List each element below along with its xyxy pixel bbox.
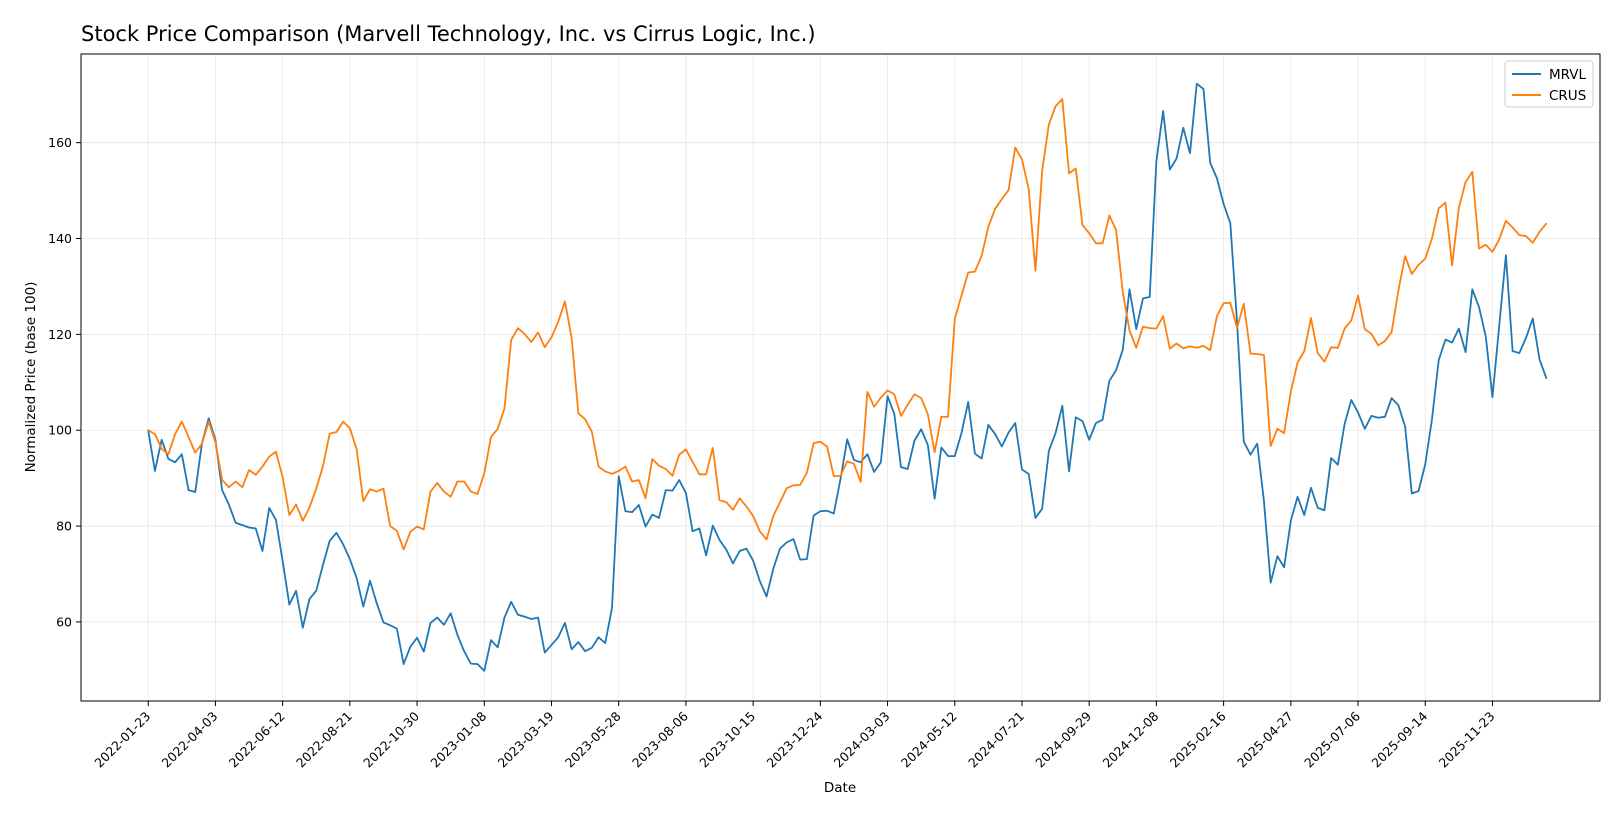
grid — [81, 54, 1600, 701]
y-axis-label: Normalized Price (base 100) — [23, 282, 39, 473]
x-tick-label: 2023-08-06 — [629, 708, 691, 770]
x-tick-label: 2025-11-23 — [1436, 709, 1498, 771]
y-tick-label: 160 — [48, 135, 72, 150]
x-tick-label: 2025-02-16 — [1167, 708, 1229, 770]
x-tick-label: 2025-04-27 — [1234, 709, 1296, 771]
x-tick-label: 2024-12-08 — [1100, 708, 1162, 770]
series-line-mrvl — [147, 82, 1548, 672]
x-tick-label: 2022-06-12 — [226, 709, 288, 771]
plot-frame — [80, 53, 1601, 702]
y-tick-label: 120 — [48, 327, 72, 342]
x-tick-label: 2023-12-24 — [763, 708, 825, 770]
x-tick-label: 2024-03-03 — [831, 709, 893, 771]
chart-title: Stock Price Comparison (Marvell Technolo… — [81, 22, 816, 46]
y-tick-label: 60 — [56, 614, 72, 629]
x-axis-label: Date — [824, 780, 856, 796]
x-tick-label: 2024-05-12 — [898, 709, 960, 771]
x-tick-label: 2023-01-08 — [427, 708, 489, 770]
x-tick-label: 2025-07-06 — [1301, 708, 1363, 770]
x-tick-label: 2023-10-15 — [696, 709, 758, 771]
legend: MRVL CRUS — [1504, 60, 1594, 108]
x-tick-label: 2022-10-30 — [360, 708, 422, 770]
x-tick-label: 2023-03-19 — [495, 708, 557, 770]
series-line-crus — [147, 98, 1548, 551]
x-tick-label: 2025-09-14 — [1368, 708, 1430, 770]
legend-label-mrvl: MRVL — [1549, 67, 1587, 83]
x-tick-label: 2023-05-28 — [562, 708, 624, 770]
x-tick-label: 2022-08-21 — [293, 709, 355, 771]
x-tick-label: 2022-04-03 — [159, 709, 221, 771]
y-tick-label: 80 — [56, 519, 72, 534]
x-tick-label: 2022-01-23 — [91, 709, 153, 771]
x-tick-label: 2024-09-29 — [1032, 708, 1094, 770]
plot-lines — [147, 82, 1548, 672]
y-tick-label: 140 — [48, 231, 72, 246]
legend-label-crus: CRUS — [1549, 88, 1586, 104]
x-tick-label: 2024-07-21 — [965, 709, 1027, 771]
x-axis: 2022-01-23 2022-04-03 2022-06-12 2022-08-21… — [91, 701, 1498, 771]
y-axis: 60 80 100 120 140 160 — [48, 135, 81, 629]
y-tick-label: 100 — [48, 423, 72, 438]
